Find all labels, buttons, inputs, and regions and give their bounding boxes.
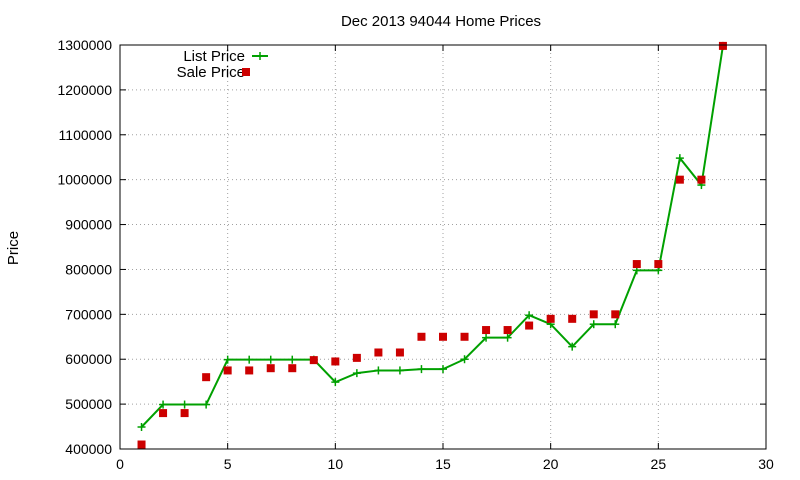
sale-price-point <box>546 314 555 323</box>
sale-price-point <box>159 409 168 418</box>
sale-price-point <box>525 321 534 330</box>
sale-price-point <box>482 326 491 335</box>
x-tick-label: 15 <box>435 456 451 472</box>
y-tick-label: 800000 <box>65 261 112 277</box>
sale-price-point <box>374 348 383 357</box>
axis-ticks: 400000 500000 600000 700000 800000 900000 1000… <box>57 37 774 472</box>
sale-price-point <box>589 310 598 319</box>
x-tick-label: 5 <box>224 456 232 472</box>
list-price-point <box>202 400 211 409</box>
list-price-point <box>374 366 383 375</box>
sale-price-point <box>331 357 340 366</box>
y-axis-label: Price <box>5 231 22 265</box>
plot-frame <box>119 44 767 450</box>
list-price-point <box>503 333 512 342</box>
y-tick-label: 600000 <box>65 351 112 367</box>
list-price-point <box>675 154 684 163</box>
list-price-point <box>395 366 404 375</box>
sale-price-point <box>503 326 512 335</box>
list-price-point <box>266 355 275 364</box>
legend-label: Sale Price <box>177 64 245 81</box>
y-tick-label: 500000 <box>65 396 112 412</box>
y-tick-label: 700000 <box>65 306 112 322</box>
list-price-point <box>245 355 254 364</box>
sale-price-point <box>718 41 727 50</box>
list-price-point <box>439 365 447 374</box>
sale-price-point <box>568 314 577 323</box>
list-price-point <box>331 378 340 387</box>
x-tick-label: 10 <box>328 456 344 472</box>
x-tick-label: 20 <box>543 456 559 472</box>
sale-price-point <box>180 409 189 418</box>
grid <box>120 45 766 449</box>
sale-price-point <box>632 260 641 269</box>
list-price-point <box>137 423 146 432</box>
sale-price-point <box>417 332 426 341</box>
legend-label: List Price <box>183 48 245 65</box>
x-tick-label: 30 <box>758 456 774 472</box>
sale-price-point <box>266 364 275 373</box>
list-price-point <box>525 311 534 320</box>
sale-price-point <box>395 348 404 357</box>
sale-price-point <box>288 364 297 373</box>
legend-marker <box>256 52 264 60</box>
list-price-point <box>417 365 426 374</box>
list-price-point <box>611 320 620 329</box>
list-price-point <box>589 320 598 329</box>
sale-price-point <box>309 356 318 365</box>
y-tick-label: 400000 <box>65 441 112 457</box>
sale-price-point <box>675 175 684 184</box>
sale-price-point <box>654 260 663 269</box>
list-price-point <box>159 400 168 409</box>
sale-price-point <box>223 366 232 375</box>
y-tick-label: 1100000 <box>59 127 113 143</box>
y-tick-label: 1300000 <box>57 37 112 53</box>
chart-title: Dec 2013 94044 Home Prices <box>341 13 541 30</box>
sale-price-point <box>460 332 469 341</box>
list-price-point <box>352 369 361 378</box>
list-price-line <box>140 45 724 428</box>
list-price-point <box>568 342 577 351</box>
sale-price-point <box>697 175 706 184</box>
list-price-point <box>482 333 491 342</box>
x-tick-label: 25 <box>651 456 667 472</box>
sale-price-point <box>352 353 361 362</box>
sale-price-point <box>439 332 447 341</box>
sale-price-point <box>137 440 146 449</box>
list-price-point <box>288 355 297 364</box>
x-tick-label: 0 <box>116 456 124 472</box>
list-price-point <box>223 355 232 364</box>
list-price-point <box>460 355 469 364</box>
list-price-point <box>180 400 189 409</box>
series-layer <box>137 41 727 449</box>
sale-price-point <box>245 366 254 375</box>
y-tick-label: 900000 <box>65 217 112 233</box>
sale-price-point <box>202 373 211 382</box>
legend-marker <box>242 68 250 76</box>
y-tick-label: 1200000 <box>57 82 112 98</box>
sale-price-point <box>611 310 620 319</box>
y-tick-label: 1000000 <box>57 172 112 188</box>
